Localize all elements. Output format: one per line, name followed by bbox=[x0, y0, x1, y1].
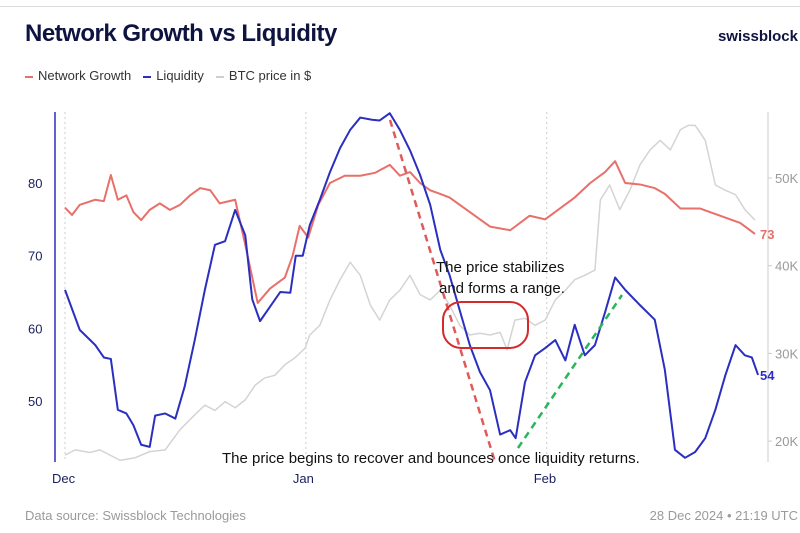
legend-swatch bbox=[143, 75, 152, 78]
x-tick-label: Feb bbox=[534, 471, 556, 486]
annotation-recover: The price begins to recover and bounces … bbox=[222, 450, 640, 467]
divider bbox=[0, 6, 800, 7]
brand-logo: swissblock bbox=[717, 28, 798, 45]
range-highlight-oval bbox=[442, 301, 529, 349]
y-left-tick-label: 70 bbox=[28, 249, 42, 264]
legend-swatch bbox=[25, 75, 33, 78]
liquidity-end-label: 54 bbox=[760, 368, 775, 383]
y-right-tick-label: 40K bbox=[775, 259, 798, 274]
legend-swatch bbox=[215, 75, 224, 78]
legend-btc-price[interactable]: BTC price in $ bbox=[215, 68, 312, 83]
y-left-tick-label: 50 bbox=[28, 394, 42, 409]
y-right-tick-label: 30K bbox=[775, 346, 798, 361]
legend-label: BTC price in $ bbox=[228, 68, 312, 83]
data-source: Data source: Swissblock Technologies bbox=[25, 508, 246, 523]
green-dashed-trendline bbox=[516, 294, 624, 449]
x-tick-label: Jan bbox=[293, 471, 314, 486]
timestamp: 28 Dec 2024 • 21:19 UTC bbox=[649, 508, 798, 523]
chart-title: Network Growth vs Liquidity bbox=[25, 20, 337, 47]
network-end-label: 73 bbox=[760, 227, 774, 242]
legend: Network Growth Liquidity BTC price in $ bbox=[25, 68, 311, 83]
network-growth-line bbox=[64, 160, 756, 304]
legend-label: Network Growth bbox=[38, 68, 132, 83]
annotation-range-line2: and forms a range. bbox=[439, 280, 565, 297]
legend-network-growth[interactable]: Network Growth bbox=[25, 68, 131, 83]
liquidity-line bbox=[64, 112, 760, 459]
annotation-range-line1: The price stabilizes bbox=[436, 259, 564, 276]
legend-liquidity[interactable]: Liquidity bbox=[143, 68, 204, 83]
y-left-tick-label: 80 bbox=[28, 176, 42, 191]
y-right-tick-label: 20K bbox=[775, 434, 798, 449]
x-tick-label: Dec bbox=[52, 471, 76, 486]
y-left-tick-label: 60 bbox=[28, 321, 42, 336]
legend-label: Liquidity bbox=[156, 68, 204, 83]
y-right-tick-label: 50K bbox=[775, 171, 798, 186]
btc-price-line bbox=[64, 124, 756, 462]
